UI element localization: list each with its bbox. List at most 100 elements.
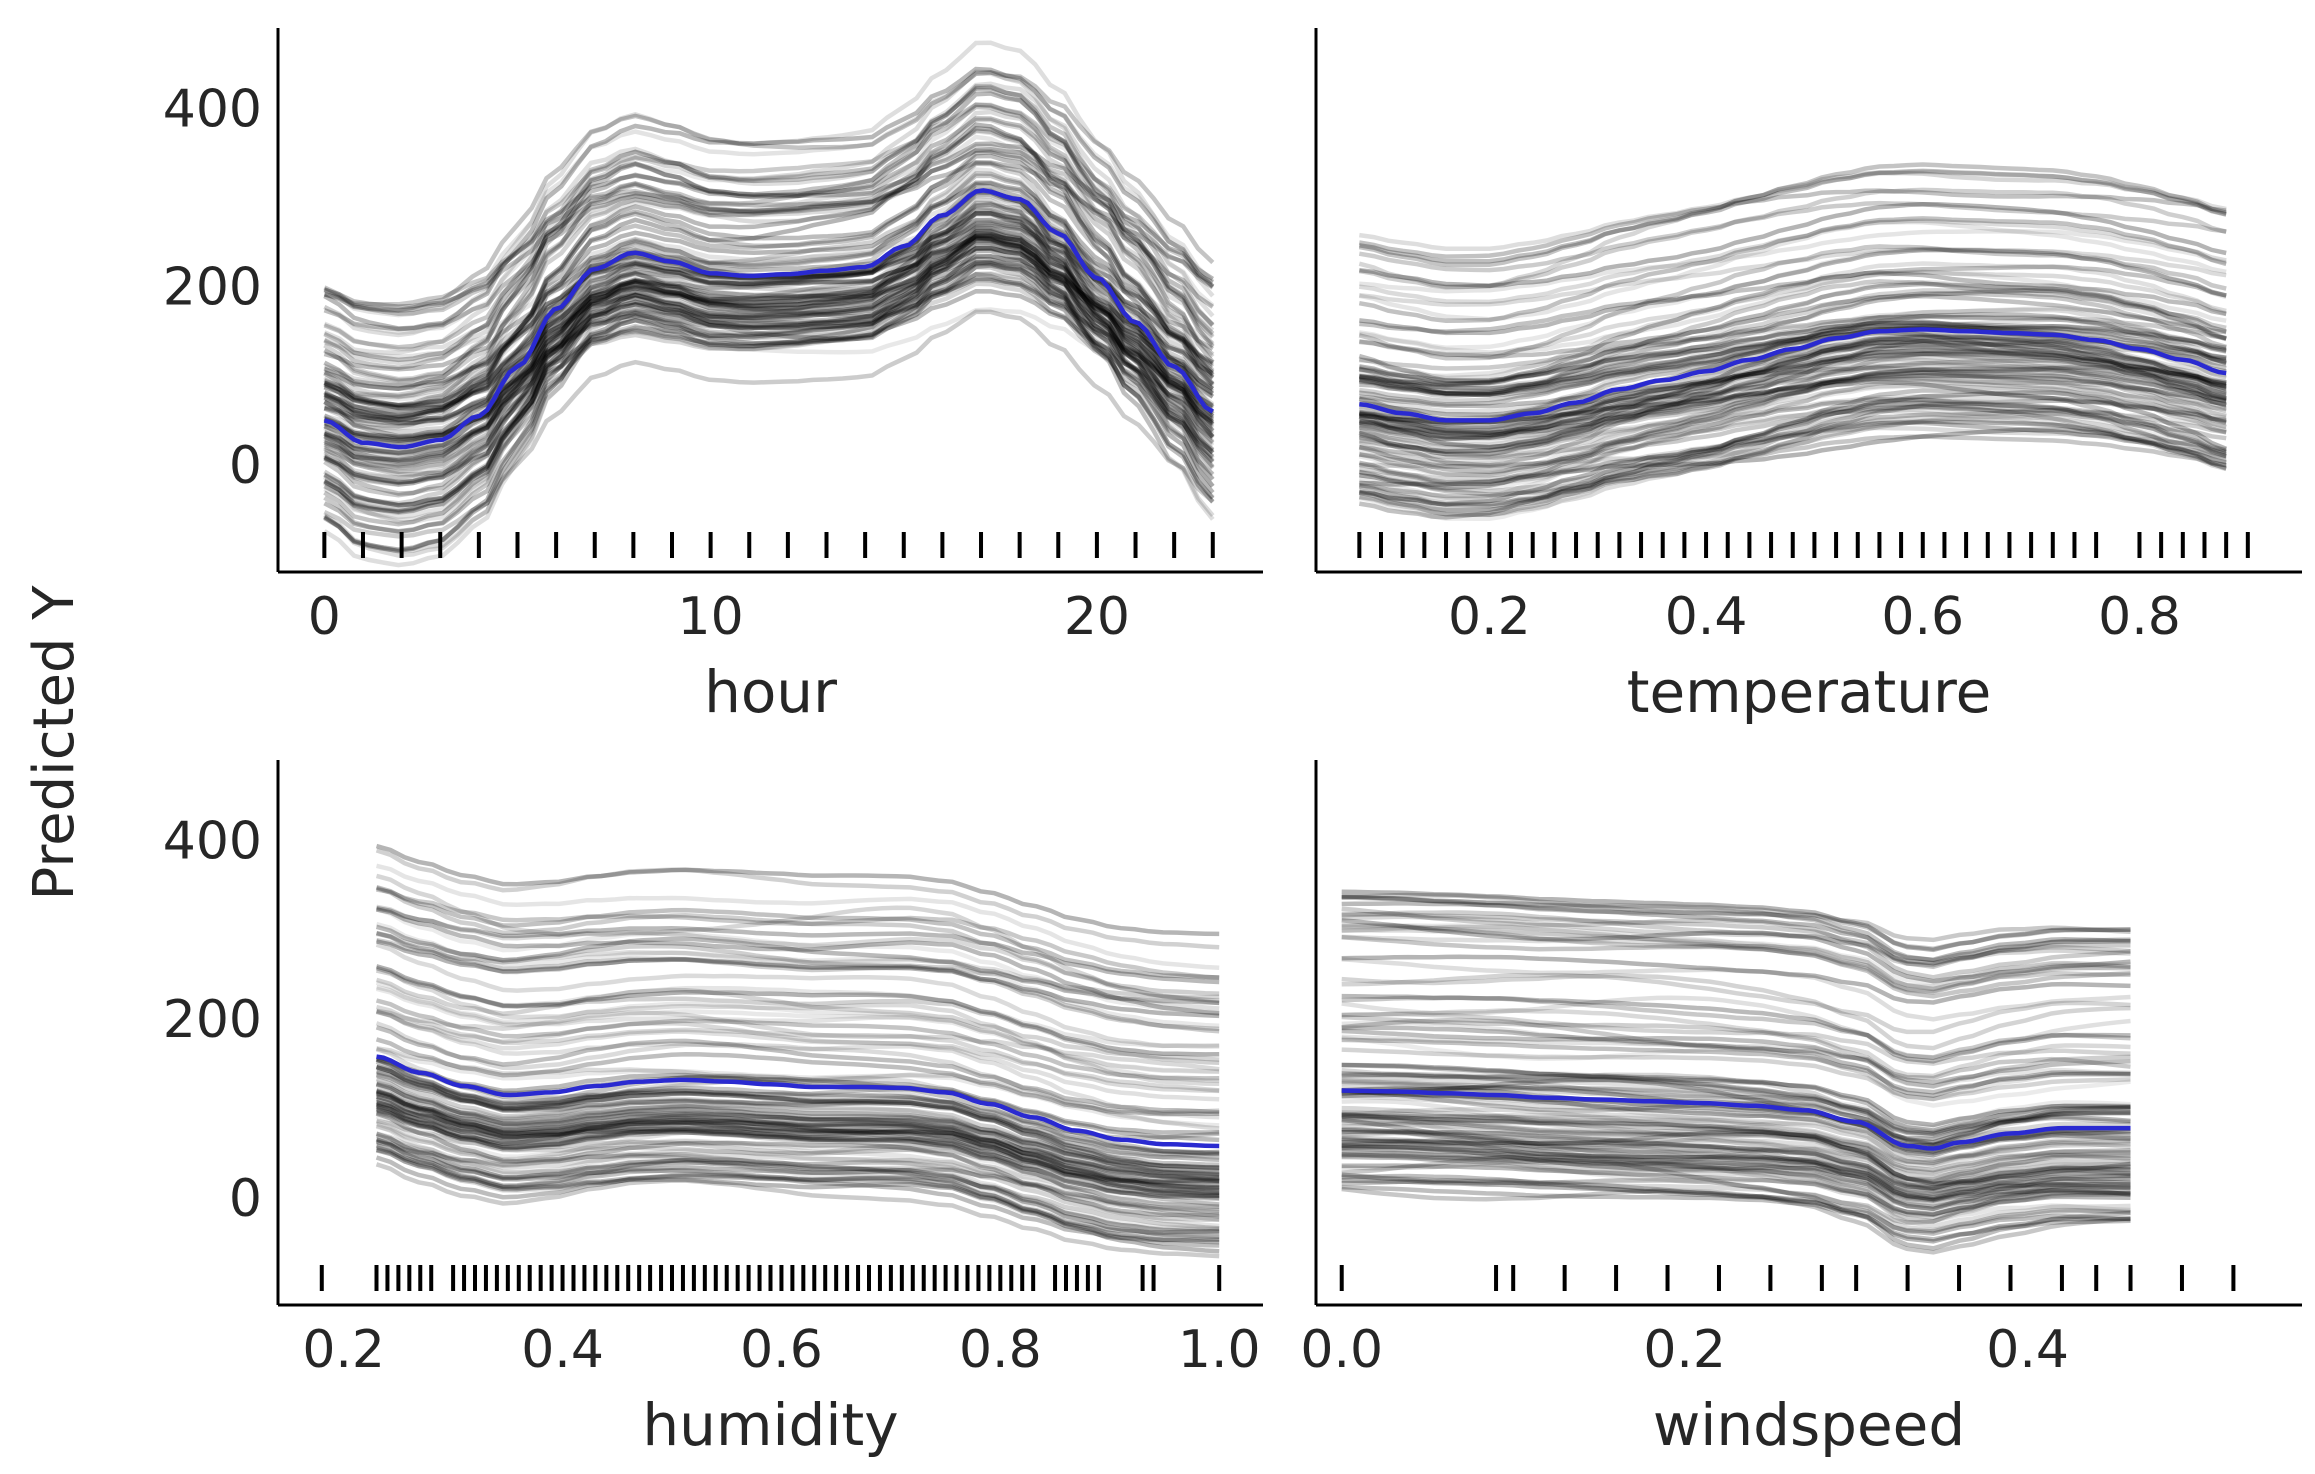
ice-curve [375, 1057, 1220, 1157]
ice-curve [1358, 407, 2227, 504]
ice-curve [375, 1123, 1220, 1232]
ice-curve [1341, 918, 2131, 984]
ice-curve [1341, 1112, 2131, 1166]
ice-curve [1341, 956, 2131, 1022]
ice-curve [323, 81, 1215, 356]
ice-curve [375, 1092, 1220, 1170]
ice-curve [375, 1088, 1220, 1190]
ice-curve [1358, 347, 2227, 463]
ice-curve [1358, 261, 2227, 381]
x-tick-label: 0.2 [1448, 587, 1531, 647]
ice-curve [1359, 369, 2227, 425]
ice-curve [1341, 1136, 2131, 1212]
ice-curve [375, 1064, 1220, 1171]
ice-curve [323, 84, 1215, 408]
ice-curve [1341, 914, 2131, 966]
ice-curve [375, 1094, 1220, 1198]
ice-curve [1359, 334, 2227, 430]
ice-curve [1341, 1070, 2131, 1130]
rug [319, 1265, 1222, 1291]
ice-curve [1359, 269, 2227, 355]
ice-curve [375, 1137, 1220, 1235]
ice-curve [1341, 892, 2131, 943]
ice-curve [323, 211, 1215, 400]
ice-curve [1358, 419, 2227, 507]
ice-curve [1359, 337, 2227, 438]
ice-curve [1341, 895, 2131, 951]
x-axis-label: temperature [1627, 658, 1992, 726]
ice-curve [323, 234, 1214, 422]
ice-curve [323, 206, 1215, 474]
ice-curve [1341, 1025, 2131, 1098]
ice-curve [1341, 1153, 2131, 1206]
ice-curve [323, 281, 1215, 452]
ice-curve [1341, 954, 2131, 1005]
ice-curve [323, 217, 1215, 458]
ice-curve [376, 1140, 1220, 1219]
ice-curve [1359, 358, 2227, 422]
x-tick-label: 0.6 [1881, 587, 1964, 647]
ice-curve [1341, 1071, 2131, 1137]
ice-curve [1341, 1126, 2131, 1199]
ice-curve [1341, 1094, 2131, 1167]
ice-curve [1341, 1148, 2131, 1208]
ice-curve [376, 1008, 1220, 1072]
ice-curve [1341, 1071, 2131, 1139]
ice-curve [323, 117, 1215, 399]
ice-curve [1341, 1073, 2131, 1136]
ice-curve [1341, 1152, 2131, 1224]
ice-curve [1341, 1184, 2131, 1242]
ice-curve [1359, 291, 2227, 394]
ice-curve [375, 1009, 1220, 1102]
ice-curve [1341, 1113, 2131, 1190]
ice-curve [376, 1097, 1220, 1184]
ice-curve [1341, 1037, 2131, 1095]
ice-curve [1341, 1081, 2131, 1148]
ice-curve [323, 91, 1215, 391]
ice-curves [1341, 889, 2131, 1255]
ice-curve [375, 1089, 1220, 1196]
ice-curve [1358, 356, 2227, 425]
ice-curve [1359, 320, 2227, 383]
ice-curve [1341, 1114, 2131, 1173]
ice-curve [376, 1109, 1220, 1222]
ice-curve [1358, 425, 2227, 487]
ice-curve [1358, 313, 2227, 396]
ice-curve [323, 261, 1215, 480]
ice-curve [323, 187, 1215, 496]
ice-curve [1341, 995, 2131, 1060]
panel-humidity: 0.2 0.4 0.6 0.8 1.0 0 200 400 humidity [163, 760, 1263, 1459]
ice-curve [323, 223, 1214, 389]
ice-curve [323, 204, 1215, 525]
ice-curve [1341, 1105, 2131, 1163]
ice-curve [375, 964, 1220, 1057]
ice-curve [376, 931, 1220, 1011]
ice-curve [323, 235, 1215, 481]
ice-curve [1358, 408, 2227, 502]
y-tick-label: 200 [163, 990, 262, 1050]
ice-curve [1359, 366, 2227, 425]
ice-curve [1359, 390, 2228, 507]
ice-curve [1359, 373, 2227, 435]
x-tick-label: 0.2 [302, 1320, 385, 1380]
ice-curve [323, 237, 1215, 534]
ice-curve [376, 1046, 1220, 1131]
ice-curve [1359, 201, 2227, 289]
ice-curve [376, 1108, 1220, 1193]
x-tick-label: 0.8 [959, 1320, 1042, 1380]
ice-curve [323, 104, 1215, 350]
ice-curve [1358, 188, 2227, 259]
ice-curve [375, 1143, 1220, 1248]
ice-curve [1341, 972, 2131, 1035]
ice-curve [1341, 1011, 2131, 1066]
ice-curve [375, 1131, 1220, 1213]
ice-curve [1359, 419, 2227, 513]
ice-curve [1341, 1113, 2131, 1175]
ice-curve [323, 225, 1215, 463]
ice-curve [375, 1162, 1220, 1259]
ice-curve [1341, 1121, 2131, 1185]
ice-curve [375, 1009, 1220, 1120]
ice-curve [375, 1065, 1220, 1156]
ice-curve [1359, 324, 2227, 387]
ice-curve [1359, 328, 2227, 389]
